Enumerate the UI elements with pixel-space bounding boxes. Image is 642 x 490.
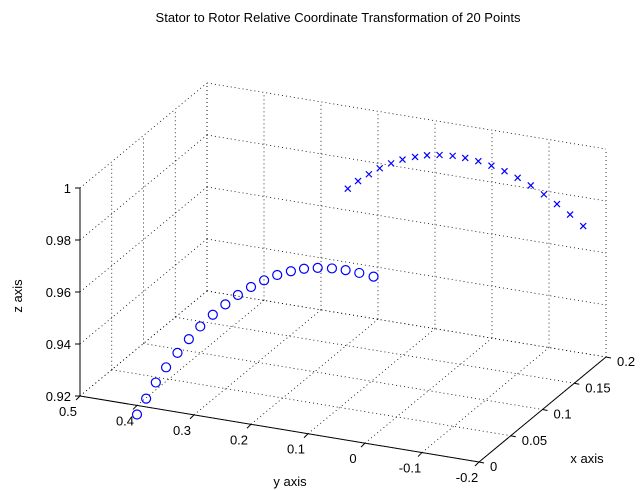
data-point-circle [272,269,283,281]
y-tick-label: 0 [349,451,356,466]
data-point-circle [160,362,172,373]
y-tick-label: 0.5 [59,404,77,419]
data-point-circle [207,309,218,320]
y-tick-mark [417,452,423,457]
data-point-cross [540,190,548,198]
data-point-cross [566,211,574,218]
data-point-cross [514,174,522,182]
y-tick-label: 0.1 [287,442,305,457]
data-point-circle [298,263,310,274]
x-tick-mark [542,409,548,411]
z-tick-label: 0.94 [46,337,71,352]
data-point-circle [368,271,379,282]
grid-line [206,290,607,358]
data-point-cross [501,167,508,175]
x-tick-mark [574,382,580,385]
data-point-circle [232,289,243,301]
y-tick-label: 0.3 [173,423,191,438]
data-point-cross [399,156,406,163]
data-point-circle [220,299,231,310]
data-point-cross [423,151,431,159]
x-tick-label: 0.05 [522,433,547,448]
x-axis-label: x axis [570,451,604,466]
data-point-cross [376,164,384,172]
data-point-circle [285,266,296,277]
y-tick-label: 0.2 [230,432,248,447]
y-tick-mark [75,395,81,401]
y-tick-mark [303,433,309,439]
grid-line [143,343,543,410]
z-tick-label: 0.96 [46,285,71,300]
data-point-cross [387,159,395,167]
grid-lines [79,82,607,463]
data-point-cross [344,185,352,193]
data-point-cross [488,162,495,170]
grid-line [307,328,436,435]
y-tick-label: 0.4 [116,413,134,428]
y-axis-line [79,395,480,463]
z-tick-label: 0.92 [46,389,71,404]
data-point-cross [527,182,535,189]
data-point-circle [326,263,338,274]
axes [75,187,612,467]
x-tick-label: 0.15 [585,380,610,395]
grid-line [206,134,607,202]
data-point-circle [245,281,257,293]
data-point-cross [365,170,373,178]
data-point-cross [461,154,469,162]
data-point-circle [131,409,143,420]
grid-line [206,82,607,150]
y-tick-mark [246,423,252,429]
y-tick-mark [189,414,195,420]
data-point-cross [436,151,443,159]
x-tick-mark [605,356,612,359]
z-axis-label: z axis [10,279,25,313]
chart-title: Stator to Rotor Relative Coordinate Tran… [156,10,521,25]
y-tick-mark [474,461,480,467]
grid-line [250,318,379,425]
y-tick-label: -0.2 [456,470,478,485]
y-tick-mark [132,405,138,410]
grid-line [79,82,208,189]
grid-line [193,309,322,416]
data-point-circle [141,393,152,404]
y-axis-label: y axis [273,474,307,489]
grid-line [206,238,607,306]
z-tick-label: 1 [64,181,71,196]
grid-line [111,369,511,437]
data-point-circle [183,334,194,345]
x-tick-label: 0 [490,459,497,474]
data-point-cross [449,152,457,160]
data-point-circle [312,262,323,273]
data-points [131,151,587,420]
y-tick-mark [360,442,366,448]
x-tick-label: 0.2 [617,354,635,369]
data-point-circle [354,267,365,279]
data-point-circle [340,265,351,276]
data-point-circle [195,321,206,332]
data-point-cross [553,200,561,208]
x-tick-mark [478,461,485,464]
data-point-circle [150,377,161,388]
data-point-cross [411,153,419,161]
x-tick-mark [510,435,516,438]
data-point-circle [172,347,183,358]
data-point-cross [354,177,362,185]
data-point-cross [579,222,587,230]
z-tick-label: 0.98 [46,233,71,248]
data-point-cross [474,157,482,165]
grid-line [136,300,265,406]
y-tick-label: -0.1 [399,461,421,476]
grid-line [175,316,575,384]
data-point-circle [259,275,270,286]
tick-labels: -0.2 -0.1 0 0.1 0.2 0.3 0.4 0.5 0 0.05 0.1 0.15 0.2 0… [46,181,635,485]
x-tick-label: 0.1 [554,407,572,422]
